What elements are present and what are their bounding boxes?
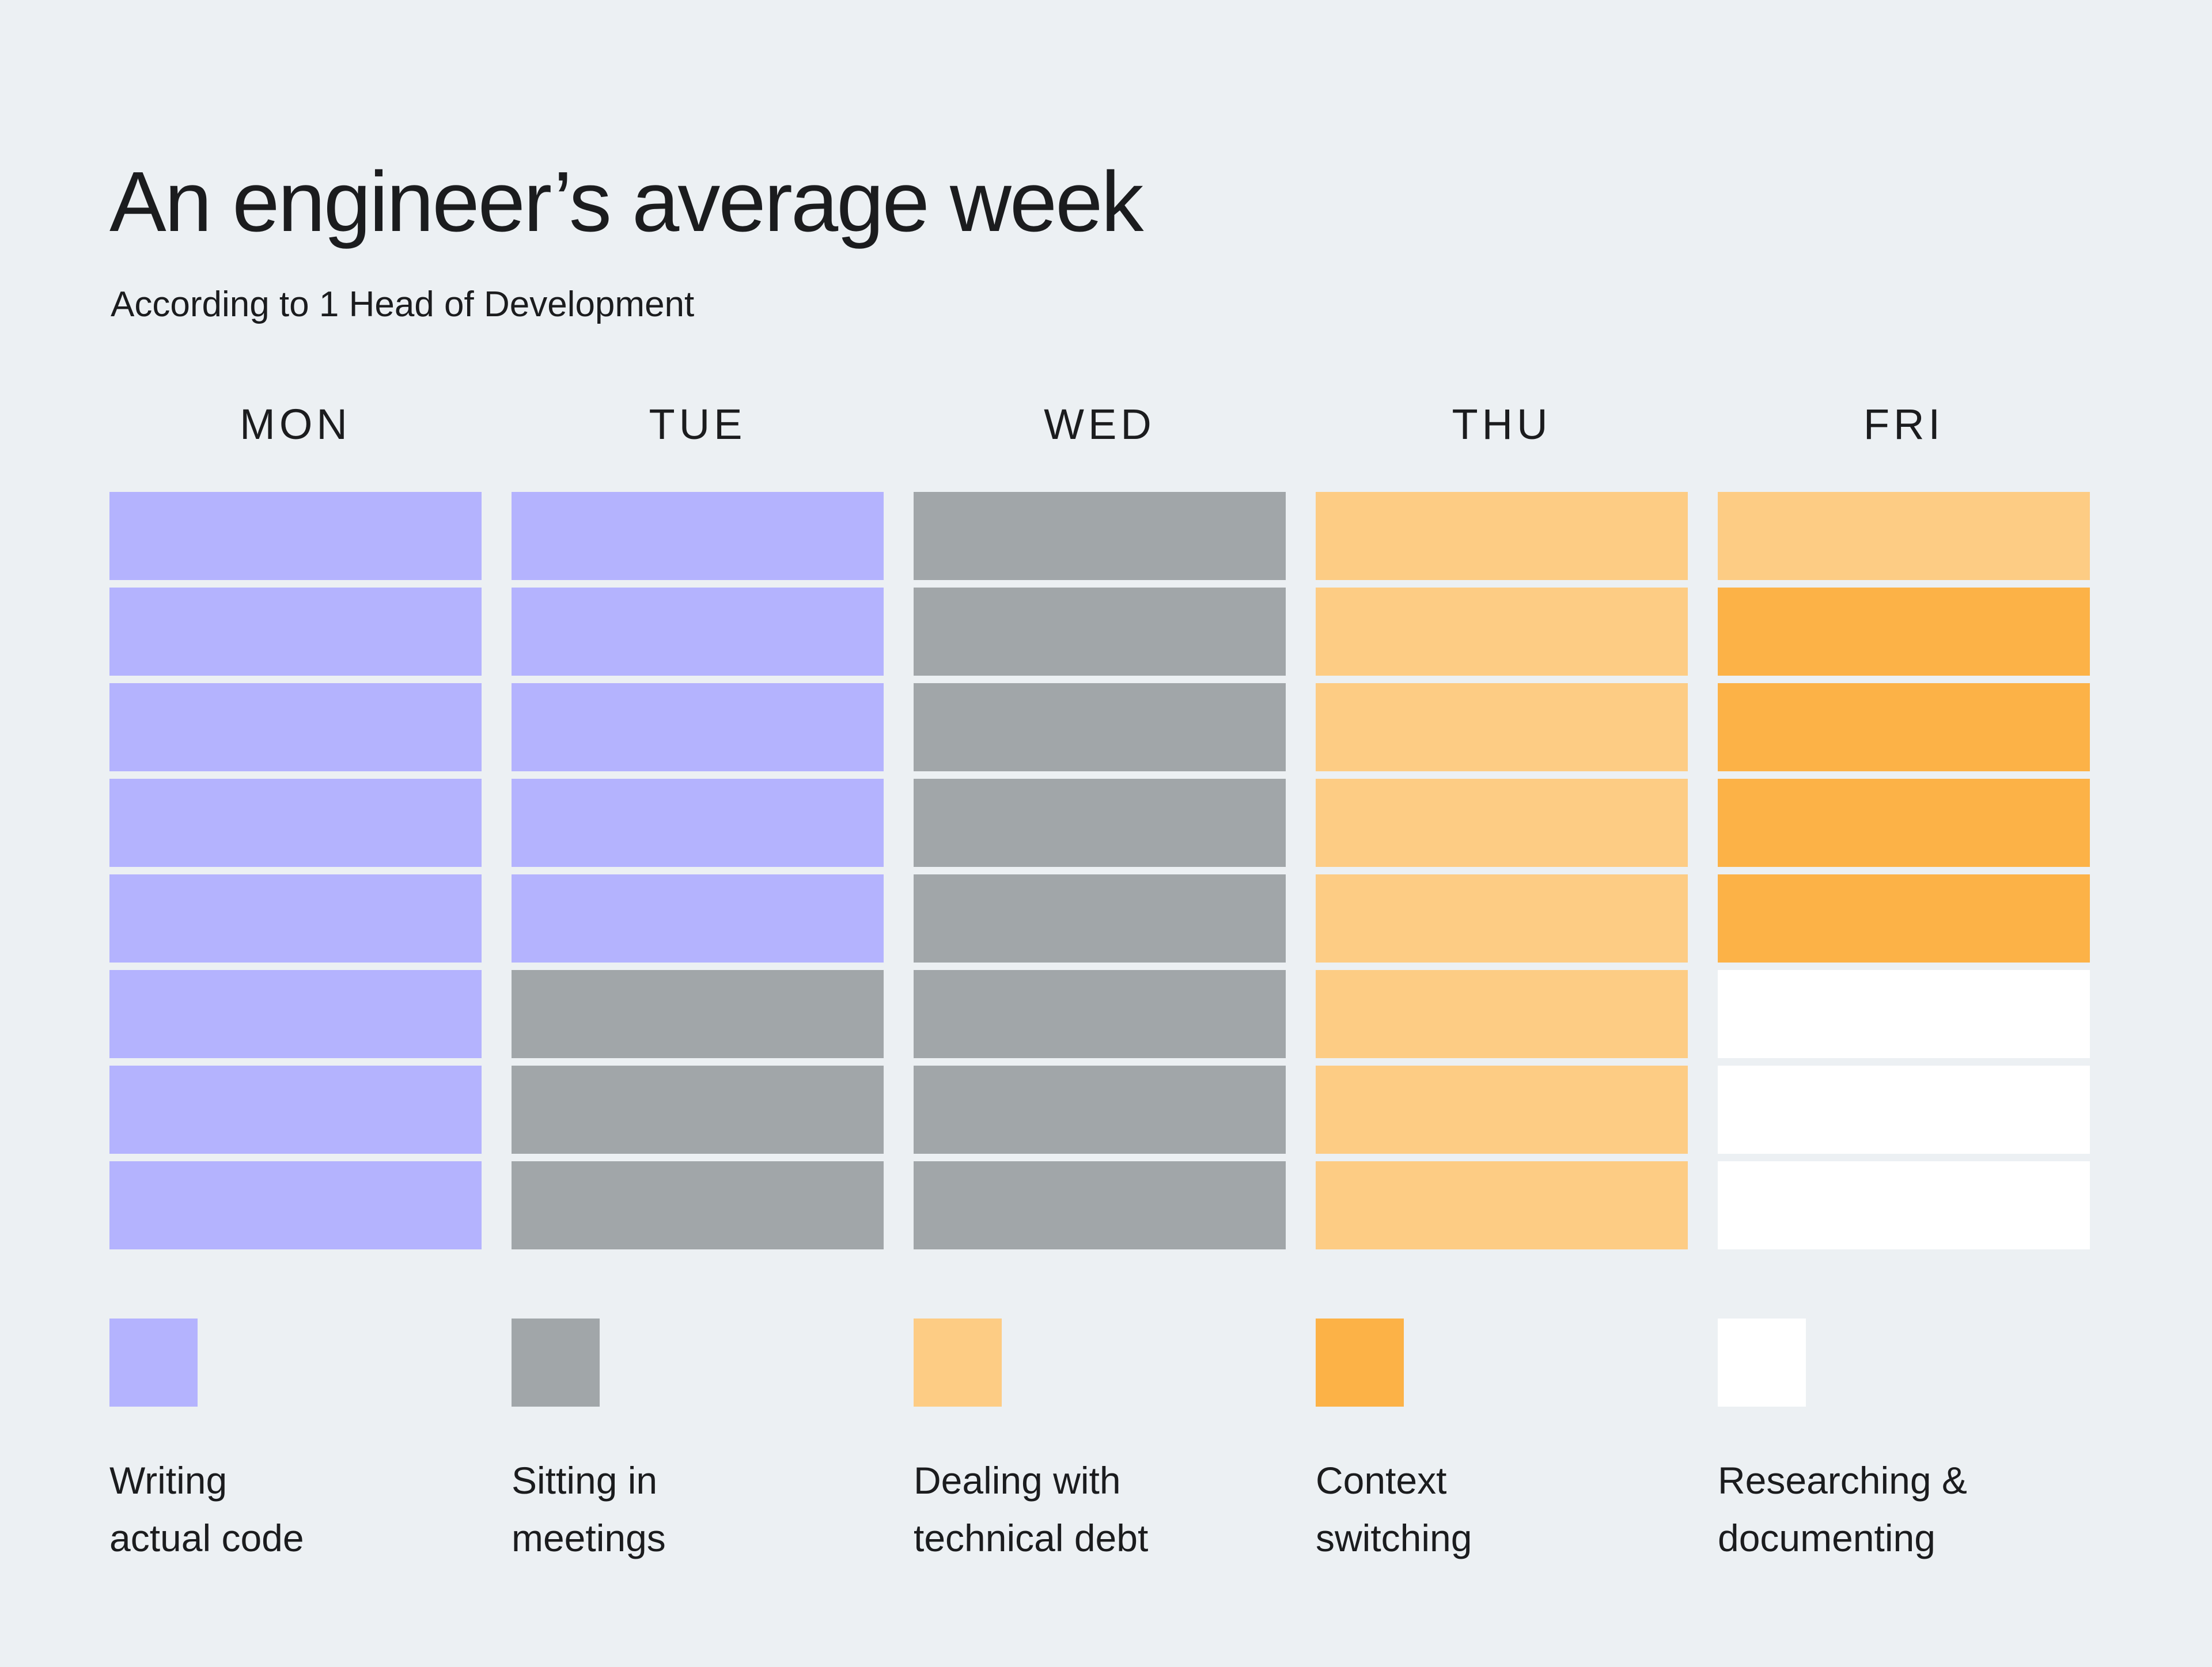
legend-item-meetings: Sitting in meetings (512, 1319, 884, 1567)
day-block-thu-6-debt (1316, 970, 1688, 1058)
legend-swatch-context (1316, 1319, 1404, 1407)
day-block-fri-5-context (1718, 874, 2090, 963)
day-block-tue-1-code (512, 492, 884, 580)
day-block-wed-4-meetings (914, 779, 1286, 867)
legend-label-code: Writing actual code (109, 1459, 304, 1559)
day-block-mon-3-code (109, 683, 482, 771)
week-grid (109, 492, 2090, 1249)
day-block-thu-7-debt (1316, 1066, 1688, 1154)
day-block-wed-3-meetings (914, 683, 1286, 771)
day-block-tue-6-meetings (512, 970, 884, 1058)
day-block-mon-5-code (109, 874, 482, 963)
day-column-wed (914, 492, 1286, 1249)
day-block-tue-8-meetings (512, 1161, 884, 1249)
legend-item-code: Writing actual code (109, 1319, 482, 1567)
legend-label-context: Context switching (1316, 1459, 1472, 1559)
legend-swatch-debt (914, 1319, 1002, 1407)
day-block-fri-7-research (1718, 1066, 2090, 1154)
day-header-thu: THU (1452, 400, 1552, 448)
page-title: An engineer’s average week (109, 154, 1143, 250)
day-header-wed: WED (1044, 400, 1156, 448)
day-header-mon: MON (240, 400, 351, 448)
legend-item-context: Context switching (1316, 1319, 1688, 1567)
legend-swatch-research (1718, 1319, 1806, 1407)
legend-label-meetings: Sitting in meetings (512, 1459, 666, 1559)
day-block-fri-2-context (1718, 588, 2090, 676)
day-block-tue-3-code (512, 683, 884, 771)
day-block-mon-7-code (109, 1066, 482, 1154)
day-column-mon (109, 492, 482, 1249)
day-block-mon-8-code (109, 1161, 482, 1249)
day-block-tue-4-code (512, 779, 884, 867)
day-block-fri-8-research (1718, 1161, 2090, 1249)
legend-swatch-meetings (512, 1319, 600, 1407)
legend-label-debt: Dealing with technical debt (914, 1459, 1149, 1559)
day-block-tue-2-code (512, 588, 884, 676)
legend-item-research: Researching & documenting (1718, 1319, 2090, 1567)
day-block-wed-5-meetings (914, 874, 1286, 963)
legend-label-research: Researching & documenting (1718, 1459, 1967, 1559)
day-header-fri: FRI (1863, 400, 1945, 448)
day-column-thu (1316, 492, 1688, 1249)
day-block-thu-2-debt (1316, 588, 1688, 676)
day-block-wed-7-meetings (914, 1066, 1286, 1154)
day-block-thu-1-debt (1316, 492, 1688, 580)
day-block-thu-5-debt (1316, 874, 1688, 963)
legend-item-debt: Dealing with technical debt (914, 1319, 1286, 1567)
day-block-fri-6-research (1718, 970, 2090, 1058)
day-block-mon-1-code (109, 492, 482, 580)
day-headers: MON TUE WED THU FRI (109, 403, 2090, 446)
day-block-wed-1-meetings (914, 492, 1286, 580)
day-block-wed-2-meetings (914, 588, 1286, 676)
day-block-thu-8-debt (1316, 1161, 1688, 1249)
day-block-wed-8-meetings (914, 1161, 1286, 1249)
day-block-mon-2-code (109, 588, 482, 676)
day-block-tue-7-meetings (512, 1066, 884, 1154)
day-block-thu-3-debt (1316, 683, 1688, 771)
day-block-fri-3-context (1718, 683, 2090, 771)
day-block-mon-4-code (109, 779, 482, 867)
day-column-tue (512, 492, 884, 1249)
legend-swatch-code (109, 1319, 198, 1407)
day-block-tue-5-code (512, 874, 884, 963)
day-block-wed-6-meetings (914, 970, 1286, 1058)
day-block-thu-4-debt (1316, 779, 1688, 867)
page-subtitle: According to 1 Head of Development (111, 285, 695, 324)
legend: Writing actual code Sitting in meetings Deal… (109, 1319, 2090, 1567)
day-header-tue: TUE (649, 400, 747, 448)
day-column-fri (1718, 492, 2090, 1249)
day-block-mon-6-code (109, 970, 482, 1058)
day-block-fri-1-debt (1718, 492, 2090, 580)
day-block-fri-4-context (1718, 779, 2090, 867)
